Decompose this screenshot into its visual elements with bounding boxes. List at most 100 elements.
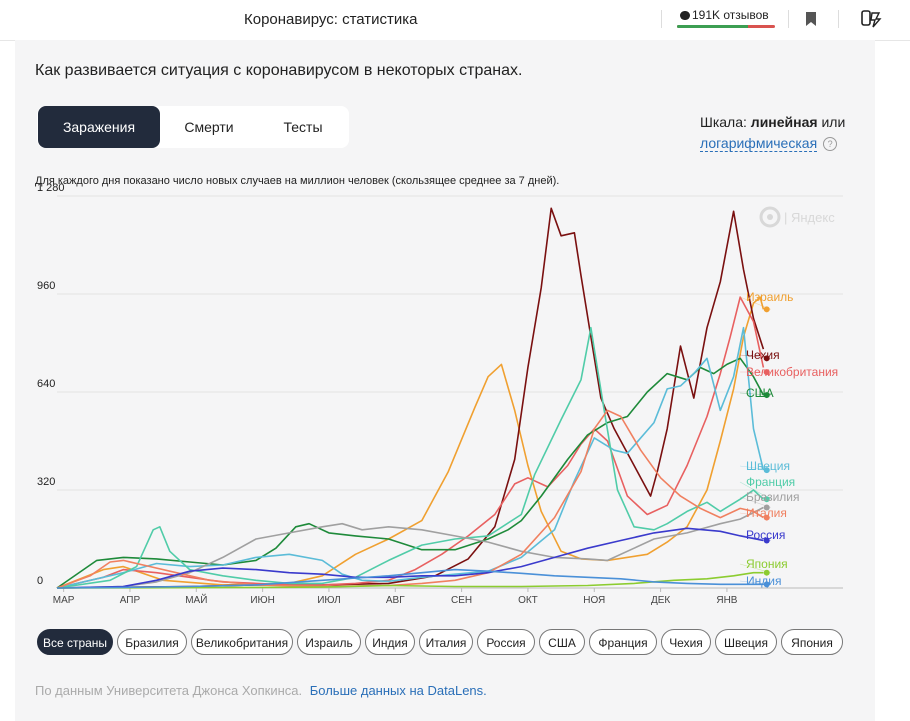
speech-bubble-icon: [680, 11, 690, 20]
scale-or: или: [821, 114, 846, 130]
x-tick-label: СЕН: [451, 595, 472, 606]
filter-chip[interactable]: Индия: [365, 629, 415, 655]
y-tick-label: 320: [37, 476, 55, 488]
series-line: [56, 527, 764, 589]
series-label: Великобритания: [746, 365, 838, 379]
filter-chip[interactable]: Чехия: [661, 629, 711, 655]
series-leader: [739, 296, 771, 310]
series-leader: [739, 465, 771, 471]
help-icon[interactable]: ?: [823, 137, 838, 152]
series-label: Швеция: [746, 459, 790, 473]
series-line: [56, 571, 764, 589]
series-line: [56, 568, 764, 589]
country-filter-chips: Все страны Бразилия Великобритания Израиль И…: [37, 629, 867, 657]
series-line: [56, 506, 764, 589]
x-tick-label: НОЯ: [583, 595, 605, 606]
series-leader: [739, 580, 771, 585]
x-tick-label: МАЙ: [185, 593, 207, 606]
x-tick-label: ИЮЛ: [317, 595, 340, 606]
y-tick-label: 0: [37, 575, 43, 587]
series-end-dot: [763, 569, 770, 576]
series-line: [56, 409, 764, 589]
x-tick-label: АПР: [120, 595, 141, 606]
chart-note: Для каждого дня показано число новых слу…: [35, 175, 560, 187]
reviews-rating-fill: [677, 25, 748, 28]
series-end-dot: [763, 392, 770, 399]
series-end-labels: Израиль Чехия Великобритания США Швеция Франц…: [739, 290, 838, 588]
filter-chip[interactable]: Великобритания: [191, 629, 293, 655]
series-leader: [739, 496, 771, 508]
top-bar: Коронавирус: статистика 191K отзывов: [0, 0, 910, 41]
x-tick-label: АВГ: [386, 595, 405, 606]
filter-chip[interactable]: Израиль: [297, 629, 361, 655]
series-end-dot: [763, 496, 770, 503]
tab-deaths[interactable]: Смерти: [184, 119, 234, 135]
series-end-dot: [763, 514, 770, 521]
series-label: Индия: [746, 574, 781, 588]
scale-current: линейная: [750, 114, 818, 130]
separator: [661, 10, 662, 28]
series-end-dot: [763, 306, 770, 313]
bookmark-icon[interactable]: [805, 11, 817, 27]
tab-tests[interactable]: Тесты: [283, 119, 323, 135]
source-text: По данным Университета Джонса Хопкинса.: [35, 683, 303, 698]
series-line: [56, 207, 765, 589]
series-leader: [739, 392, 771, 396]
yandex-watermark: | Яндекс: [759, 206, 835, 228]
filter-chip[interactable]: США: [539, 629, 585, 655]
series-label: Россия: [746, 528, 785, 542]
scale-log-link[interactable]: логарифмическая: [700, 135, 818, 152]
series-leader: [739, 512, 771, 518]
series-end-dot: [763, 504, 770, 511]
series-line: [56, 296, 765, 589]
series-label: Чехия: [746, 348, 780, 362]
filter-chip[interactable]: Италия: [419, 629, 473, 655]
filter-chip[interactable]: Франция: [589, 629, 657, 655]
page-subtitle: Как развивается ситуация с коронавирусом…: [35, 62, 523, 79]
x-tick-label: ДЕК: [651, 595, 670, 606]
series-leader: [739, 563, 771, 573]
series-end-dot: [763, 369, 770, 376]
x-axis-labels: МАР АПР МАЙ ИЮН ИЮЛ АВГ СЕН ОКТ НОЯ ДЕК ЯНВ: [53, 588, 738, 606]
series-line: [56, 326, 765, 589]
watermark-logo-icon: [759, 206, 781, 228]
reviews-count: 191K отзывов: [692, 8, 769, 22]
reviews-label: 191K отзывов: [680, 8, 769, 22]
tools-icon[interactable]: [860, 9, 882, 29]
scale-prefix: Шкала:: [700, 114, 747, 130]
series-leader: [739, 481, 771, 500]
series-line: [56, 296, 765, 589]
x-tick-label: МАР: [53, 595, 75, 606]
cases-line-chart: 1 280 960 640 320 0 МАР АПР МАЙ ИЮН ИЮЛ АВГ СЕН ОКТ…: [37, 182, 843, 606]
series-leader: [739, 534, 771, 541]
x-tick-label: ИЮН: [250, 595, 275, 606]
y-tick-label: 640: [37, 378, 55, 390]
source-note: По данным Университета Джонса Хопкинса. …: [35, 683, 487, 698]
reviews-button[interactable]: 191K отзывов: [677, 7, 775, 29]
separator: [838, 10, 839, 28]
filter-chip[interactable]: Швеция: [715, 629, 777, 655]
watermark-text: | Яндекс: [784, 210, 835, 225]
tab-infections[interactable]: Заражения: [38, 106, 160, 148]
datalens-link[interactable]: Больше данных на DataLens.: [309, 683, 487, 698]
y-axis-labels: 1 280 960 640 320 0: [37, 182, 65, 587]
reviews-rating-bar: [677, 25, 775, 28]
series-end-dot: [763, 467, 770, 474]
y-tick-label: 1 280: [37, 182, 65, 194]
series-label: Италия: [746, 506, 787, 520]
series-end-dot: [763, 581, 770, 588]
series-label: Бразилия: [746, 490, 800, 504]
series-line: [56, 326, 764, 589]
filter-chip[interactable]: Все страны: [37, 629, 113, 655]
series-leader: [739, 354, 771, 359]
filter-chip[interactable]: Япония: [781, 629, 843, 655]
filter-chip[interactable]: Бразилия: [117, 629, 187, 655]
x-tick-label: ЯНВ: [716, 595, 737, 606]
metric-tabs: Заражения Смерти Тесты: [37, 106, 349, 148]
series-label: Япония: [746, 557, 788, 571]
filter-chip[interactable]: Россия: [477, 629, 535, 655]
series-label: Израиль: [746, 290, 793, 304]
y-tick-label: 960: [37, 280, 55, 292]
x-tick-label: ОКТ: [518, 595, 538, 606]
series-end-dot: [763, 537, 770, 544]
